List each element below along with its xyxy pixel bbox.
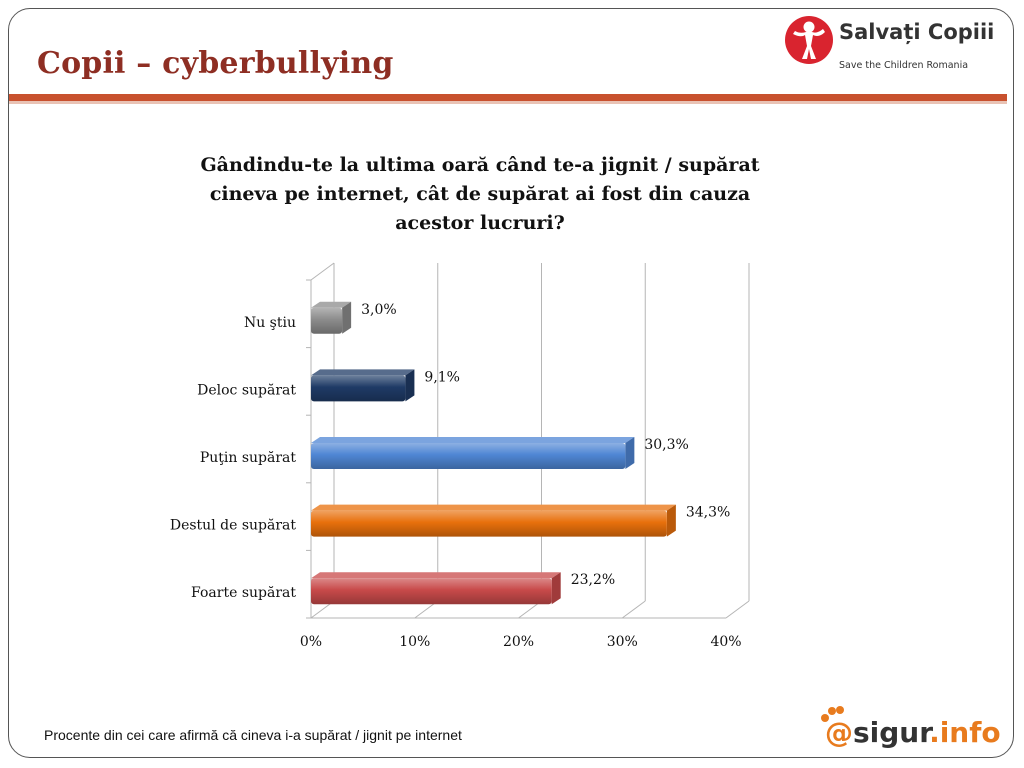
- bar: [311, 307, 343, 334]
- category-label: Nu ştiu: [244, 315, 296, 331]
- bar-top: [311, 369, 415, 376]
- slide-frame: [8, 8, 1014, 758]
- x-tick-label: 30%: [607, 634, 638, 650]
- bar: [311, 510, 667, 537]
- bar-end: [666, 504, 676, 537]
- bar-top: [311, 437, 635, 443]
- bar-value-label: 23,2%: [571, 572, 615, 588]
- paw-icon: [821, 706, 844, 722]
- sigur-name: sigur: [853, 716, 930, 749]
- bar: [311, 375, 406, 402]
- bar-value-label: 30,3%: [644, 437, 688, 453]
- bar: [311, 578, 552, 605]
- title-divider-shadow: [9, 101, 1007, 104]
- sigur-at: @: [825, 716, 853, 749]
- x-tick-label: 20%: [503, 634, 534, 650]
- brand-logo: Salvați Copiii Save the Children Romania: [783, 14, 995, 78]
- title-divider: [9, 94, 1007, 101]
- category-label: Foarte supărat: [191, 585, 296, 601]
- chart-title-line: acestor lucruri?: [395, 212, 565, 234]
- bar-end: [625, 437, 635, 469]
- floor-gridline: [725, 600, 750, 619]
- child-figure-icon: [785, 16, 833, 64]
- bar-top: [311, 301, 352, 308]
- x-tick-label: 40%: [710, 634, 741, 650]
- chart-title-line: cineva pe internet, cât de supărat ai fo…: [209, 183, 751, 205]
- chart-title: Gândindu-te la ultima oară când te-a jig…: [160, 151, 800, 238]
- sigur-logo: @sigur.info: [815, 704, 1005, 756]
- bar-top: [311, 572, 561, 579]
- left-wall-top-edge: [310, 262, 335, 281]
- x-tick-label: 0%: [300, 634, 322, 650]
- bar-value-label: 34,3%: [686, 505, 730, 521]
- bar-end: [551, 572, 561, 605]
- chart-title-line: Gândindu-te la ultima oară când te-a jig…: [200, 154, 760, 176]
- slide-title: Copii – cyberbullying: [37, 46, 394, 81]
- footnote: Procente din cei care afirmă că cineva i…: [44, 727, 462, 743]
- sigur-wordmark: @sigur.info: [825, 716, 1001, 749]
- category-label: Deloc supărat: [197, 382, 296, 398]
- bar-value-label: 9,1%: [424, 369, 460, 385]
- bar-top: [311, 504, 676, 511]
- category-label: Puţin supărat: [200, 450, 297, 466]
- bar-value-label: 3,0%: [361, 302, 397, 318]
- floor-gridline: [621, 600, 646, 619]
- category-label: Destul de supărat: [170, 518, 297, 534]
- bar-end: [342, 301, 352, 334]
- brand-name: Salvați Copiii: [839, 20, 995, 44]
- x-tick-label: 10%: [399, 634, 430, 650]
- brand-subtitle: Save the Children Romania: [839, 60, 969, 71]
- sigur-tld: .info: [929, 716, 1001, 749]
- bar-end: [405, 369, 415, 402]
- bar: [311, 443, 626, 469]
